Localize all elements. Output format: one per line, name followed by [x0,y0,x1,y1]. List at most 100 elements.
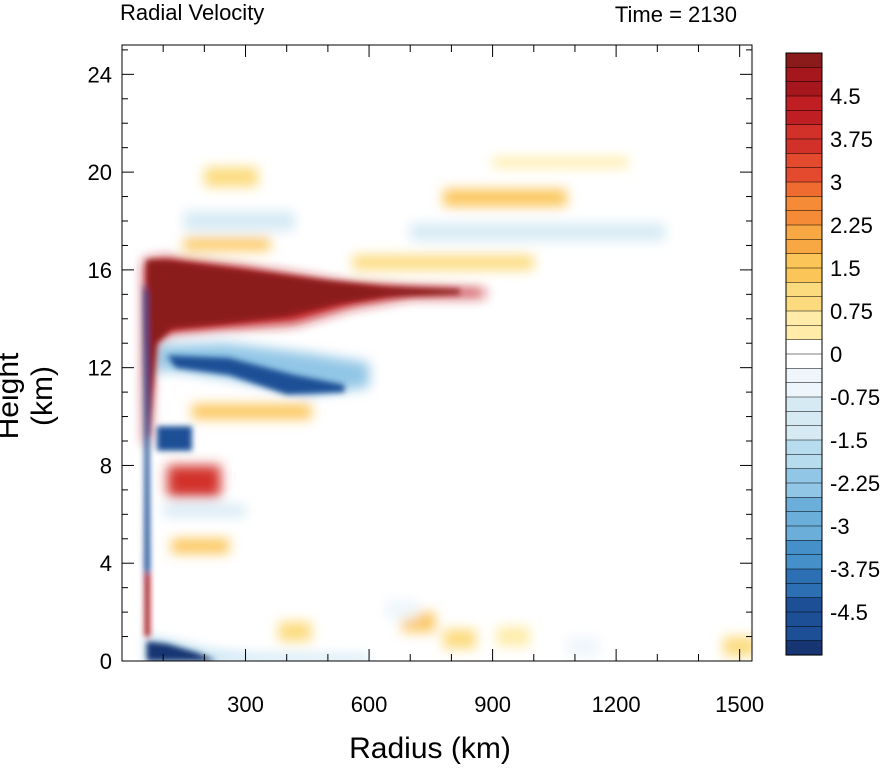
colorbar-box [785,52,823,68]
y-tick-label: 8 [100,453,112,478]
colorbar-box [785,81,823,97]
x-tick-label: 600 [351,692,388,717]
colorbar-box [785,411,823,427]
x-tick-label: 300 [227,692,264,717]
eyewall-column [143,282,150,637]
colorbar-box [785,282,823,298]
colorbar: 4.5 3.75 3 2.25 1.5 0.75 0 -0.75 -1.5 -2.25 -3 -3.7… [785,52,880,656]
x-axis-label: Radius (km) [349,732,511,765]
upper-band [410,223,666,241]
colorbar-box [785,267,823,283]
colorbar-box [785,396,823,412]
colorbar-label: 2.25 [830,213,873,238]
colorbar-box [785,583,823,599]
x-tick-label: 1500 [715,692,764,717]
colorbar-box [785,124,823,140]
velocity-field [143,157,752,661]
colorbar-box [785,138,823,154]
colorbar-box [785,511,823,527]
colorbar-box [785,525,823,541]
x-tick-label: 900 [474,692,511,717]
upper-inflow-core [167,355,345,395]
mid-band [171,538,230,554]
colorbar-box [785,626,823,642]
upper-band [183,211,295,231]
upper-band [204,167,258,187]
colorbar-box [785,640,823,656]
surface-patch [278,621,312,642]
colorbar-box [785,368,823,384]
title-right: Time = 2130 [614,2,737,27]
x-tick-label: 1200 [592,692,641,717]
upper-band [183,238,271,251]
colorbar-box [785,468,823,484]
colorbar-box [785,568,823,584]
axis-tick-labels: 300 600 900 1200 1500 0 4 8 12 16 20 24 [88,62,765,717]
colorbar-box [785,253,823,269]
upper-band [443,189,567,207]
bl-inflow-core [146,641,217,661]
colorbar-box [785,597,823,613]
colorbar-box [785,325,823,341]
colorbar-box [785,310,823,326]
mid-band [163,504,246,517]
colorbar-frame [785,52,823,656]
colorbar-label: 3 [830,170,842,195]
upper-band [492,157,629,168]
colorbar-box [785,296,823,312]
colorbar-box [785,181,823,197]
colorbar-box [785,554,823,570]
colorbar-label: -3.75 [830,557,880,582]
colorbar-box [785,353,823,369]
colorbar-box [785,153,823,169]
colorbar-label: 0.75 [830,299,873,324]
colorbar-label: -3 [830,514,850,539]
title-left: Radial Velocity [120,0,265,25]
eyewall-lower-outflow [144,573,150,637]
colorbar-box [785,224,823,240]
surface-patch [385,599,419,620]
colorbar-box [785,95,823,111]
y-tick-label: 0 [100,649,112,674]
colorbar-label: -4.5 [830,600,868,625]
mid-band [192,404,312,419]
y-axis-label: Height (km) [0,352,59,440]
colorbar-label: 3.75 [830,127,873,152]
outflow-core [146,260,460,441]
colorbar-box [785,239,823,255]
surface-patch [723,636,752,657]
colorbar-box [785,210,823,226]
colorbar-label: 4.5 [830,84,861,109]
colorbar-box [785,382,823,398]
y-tick-label: 12 [88,356,112,381]
colorbar-label: 1.5 [830,256,861,281]
colorbar-box [785,454,823,470]
y-tick-label: 24 [88,62,112,87]
eyewall-inflow [157,426,192,451]
colorbar-box [785,482,823,498]
colorbar-box [785,439,823,455]
colorbar-label: -2.25 [830,471,880,496]
colorbar-box [785,110,823,126]
colorbar-box [785,167,823,183]
colorbar-box [785,425,823,441]
upper-band [352,255,534,270]
surface-patch [566,636,600,657]
surface-patch [496,626,530,647]
colorbar-box [785,540,823,556]
surface-patch [443,629,477,649]
y-tick-label: 16 [88,258,112,283]
y-tick-label: 4 [100,551,112,576]
colorbar-label: -1.5 [830,428,868,453]
colorbar-box [785,196,823,212]
colorbar-box [785,497,823,513]
y-tick-label: 20 [88,160,112,185]
colorbar-label: -0.75 [830,385,880,410]
colorbar-box [785,67,823,83]
axis-ticks [122,45,752,662]
mid-outflow [167,465,221,498]
colorbar-box [785,611,823,627]
colorbar-label: 0 [830,342,842,367]
plot-frame [121,44,753,662]
